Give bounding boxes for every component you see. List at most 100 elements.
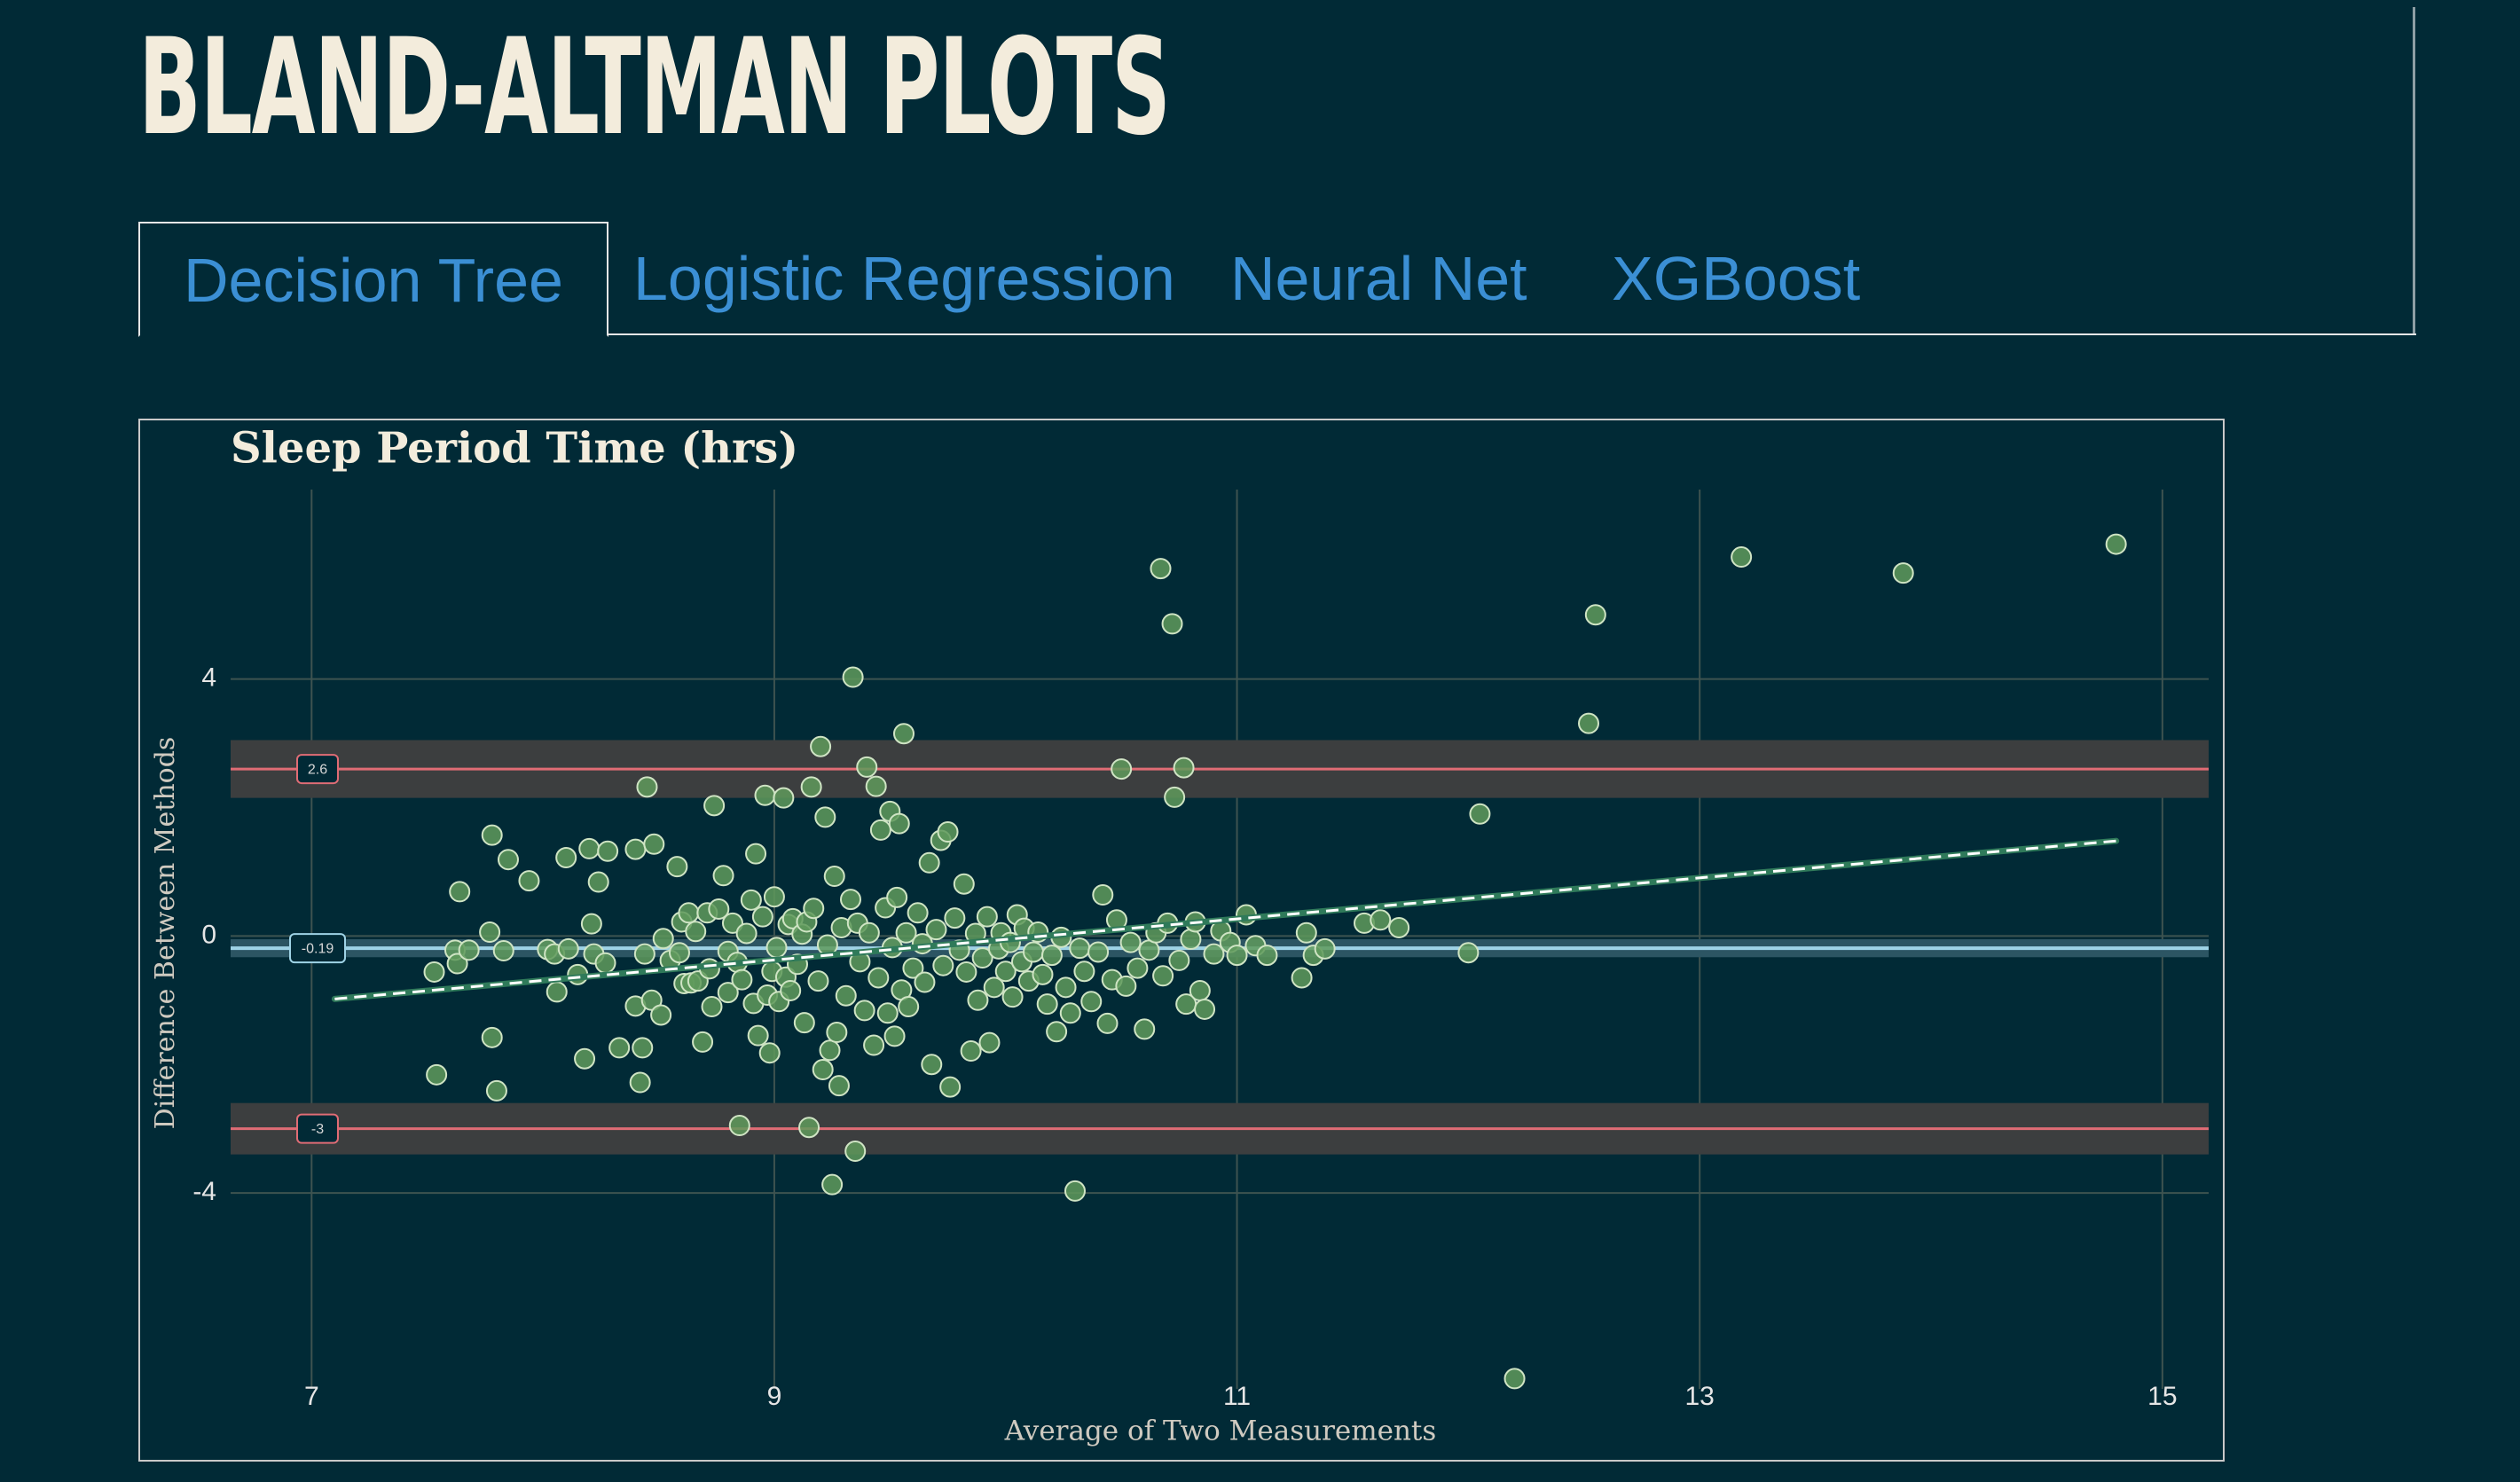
upper-limit-label-box <box>296 754 339 785</box>
data-point <box>1164 786 1186 808</box>
data-point <box>751 906 773 928</box>
data-point <box>668 942 690 964</box>
tab-decision-tree[interactable]: Decision Tree <box>138 222 608 337</box>
data-point <box>701 996 723 1018</box>
data-point <box>953 873 975 895</box>
trend-line <box>334 839 2116 1000</box>
data-point <box>731 968 753 991</box>
data-point <box>643 833 665 855</box>
x-tick-label: 15 <box>2147 1382 2177 1411</box>
data-point <box>842 666 864 688</box>
data-point <box>886 886 908 908</box>
data-point <box>692 1031 714 1053</box>
data-point <box>1173 757 1195 779</box>
x-tick-label: 9 <box>767 1382 782 1411</box>
data-point <box>844 1141 867 1163</box>
data-point <box>828 1075 850 1097</box>
data-point <box>955 961 977 983</box>
data-point <box>557 937 579 960</box>
data-point <box>608 1037 631 1059</box>
data-point <box>1731 546 1753 568</box>
tab-xgboost[interactable]: XGBoost <box>1612 244 1861 313</box>
data-point <box>1023 941 1045 963</box>
data-point <box>1040 945 1063 967</box>
data-point <box>1388 916 1410 938</box>
lower-limit-label: -3 <box>311 1122 324 1137</box>
vertical-divider <box>2413 7 2415 335</box>
data-point <box>624 838 647 860</box>
data-point <box>1189 979 1211 1001</box>
data-point <box>632 1037 654 1059</box>
y-tick-label: 0 <box>201 920 216 949</box>
data-point <box>1055 976 1077 999</box>
data-point <box>921 1054 943 1076</box>
data-point <box>1032 963 1054 985</box>
upper-limit-label: 2.6 <box>308 762 327 777</box>
mean-bias-label-box <box>289 933 346 964</box>
data-point <box>800 776 822 798</box>
data-point <box>1134 1018 1156 1040</box>
data-point <box>1080 991 1103 1013</box>
data-point <box>652 928 674 950</box>
y-axis-label: Difference Between Methods <box>150 737 181 1130</box>
data-point <box>426 1063 448 1086</box>
data-point <box>678 902 700 924</box>
data-point <box>546 981 568 1003</box>
data-point <box>1001 986 1024 1008</box>
data-point <box>1203 943 1225 965</box>
data-point <box>758 1042 781 1064</box>
data-point <box>944 907 966 929</box>
tab-logistic-regression[interactable]: Logistic Regression <box>633 244 1175 313</box>
data-point <box>1096 1012 1119 1034</box>
data-point <box>492 940 514 962</box>
data-point <box>812 1059 834 1081</box>
trend-line-base <box>331 837 2120 1002</box>
data-point <box>594 952 616 974</box>
data-point <box>712 865 734 887</box>
data-point <box>976 906 998 928</box>
data-point <box>518 870 540 892</box>
x-tick-label: 11 <box>1223 1382 1251 1411</box>
data-point <box>703 795 726 817</box>
data-point <box>754 784 776 806</box>
data-point <box>807 970 829 992</box>
data-point <box>1457 942 1480 964</box>
data-point <box>597 840 619 862</box>
data-point <box>650 1004 672 1026</box>
data-point <box>867 967 890 989</box>
data-point <box>939 1076 962 1098</box>
bland-altman-chart-panel: Sleep Period Time (hrs) Average of Two M… <box>138 419 2225 1462</box>
data-point <box>876 1002 899 1024</box>
page-title: BLAND-ALTMAN PLOTS <box>138 11 1171 165</box>
data-point <box>978 1031 1001 1054</box>
data-point <box>793 1012 815 1034</box>
data-point <box>1578 712 1600 734</box>
data-point <box>994 961 1017 983</box>
data-point <box>1087 941 1110 963</box>
data-point <box>839 889 861 911</box>
data-point <box>960 1040 982 1062</box>
data-point <box>869 819 891 841</box>
data-point <box>1469 803 1491 825</box>
data-point <box>555 847 577 869</box>
data-point <box>574 1047 596 1070</box>
data-point <box>458 939 480 961</box>
data-point <box>747 1024 769 1047</box>
data-point <box>735 922 758 945</box>
data-point <box>629 1071 651 1094</box>
data-point <box>479 921 501 944</box>
data-point <box>580 913 602 935</box>
data-point <box>1069 937 1091 960</box>
data-point <box>1295 921 1317 944</box>
mean-bias-label: -0.19 <box>302 941 334 956</box>
data-point <box>967 989 989 1011</box>
x-axis-label: Average of Two Measurements <box>1004 1415 1437 1447</box>
data-point <box>858 921 880 944</box>
data-point <box>685 921 707 943</box>
data-point <box>1092 884 1114 906</box>
data-point <box>2105 533 2127 555</box>
tab-neural-net[interactable]: Neural Net <box>1230 244 1527 313</box>
y-tick-label: 4 <box>201 663 216 693</box>
data-point <box>745 843 767 865</box>
data-point <box>823 866 845 888</box>
